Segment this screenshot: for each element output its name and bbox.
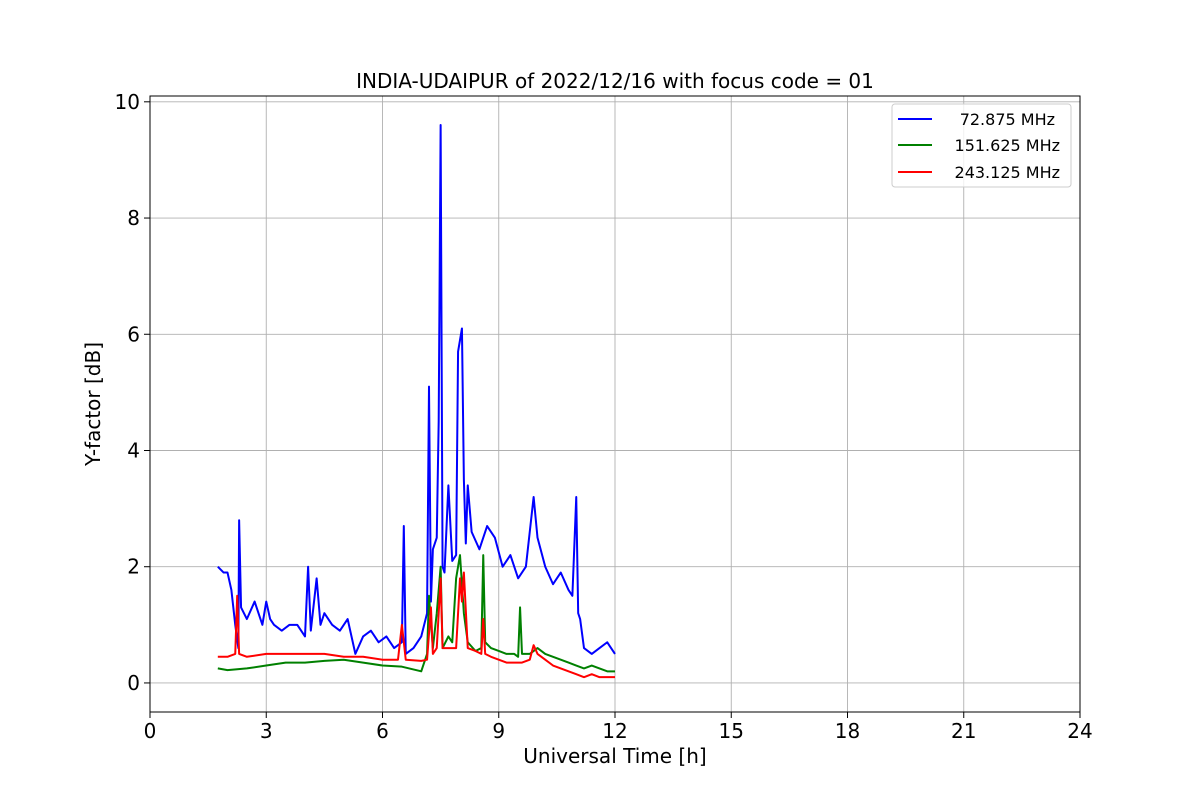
x-tick-label: 6 bbox=[376, 719, 389, 743]
x-tick-label: 0 bbox=[144, 719, 157, 743]
y-tick-label: 10 bbox=[115, 90, 140, 114]
x-tick-label: 15 bbox=[719, 719, 744, 743]
series-line-72-875 bbox=[217, 124, 616, 655]
legend-label-243: 243.125 MHz bbox=[955, 163, 1060, 182]
x-tick-label: 3 bbox=[260, 719, 273, 743]
y-tick-label: 0 bbox=[127, 671, 140, 695]
y-tick-label: 8 bbox=[127, 206, 140, 230]
y-tick-label: 4 bbox=[127, 438, 140, 462]
x-tick-label: 9 bbox=[492, 719, 505, 743]
x-tick-label: 12 bbox=[602, 719, 627, 743]
y-tick-label: 6 bbox=[127, 322, 140, 346]
y-tick-label: 2 bbox=[127, 555, 140, 579]
series-layer bbox=[217, 124, 616, 679]
legend-label-72: 72.875 MHz bbox=[960, 110, 1055, 129]
x-axis-label: Universal Time [h] bbox=[523, 744, 706, 768]
chart-title: INDIA-UDAIPUR of 2022/12/16 with focus c… bbox=[356, 69, 874, 93]
legend-label-151: 151.625 MHz bbox=[955, 136, 1060, 155]
y-axis-label: Y-factor [dB] bbox=[81, 342, 105, 467]
y-axis: 0 2 4 6 8 10 bbox=[115, 90, 150, 695]
x-axis: 0 3 6 9 12 15 18 21 24 bbox=[144, 712, 1093, 743]
legend: 72.875 MHz 151.625 MHz 243.125 MHz bbox=[891, 103, 1072, 188]
legend-box bbox=[891, 103, 1072, 188]
x-tick-label: 21 bbox=[951, 719, 976, 743]
x-tick-label: 18 bbox=[835, 719, 860, 743]
x-tick-label: 24 bbox=[1067, 719, 1092, 743]
grid bbox=[150, 96, 1080, 712]
series-line-243-125 bbox=[217, 571, 615, 679]
